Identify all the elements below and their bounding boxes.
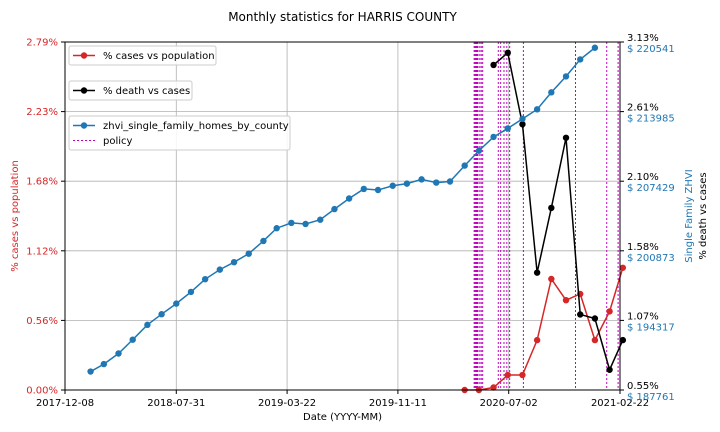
data-point (519, 371, 526, 379)
data-point (504, 371, 511, 379)
series-line (493, 51, 624, 372)
left-tick-label: 2.23% (26, 107, 58, 118)
data-point (331, 205, 338, 213)
data-point (100, 360, 108, 368)
data-point (562, 73, 570, 80)
data-point (216, 266, 224, 273)
death-axis-label: % death vs cases (698, 172, 709, 259)
data-point (533, 269, 541, 276)
death-axis-tick-label: 0.55% (627, 381, 659, 392)
zhvi-axis-tick-label: $ 207429 (627, 183, 675, 194)
data-point (389, 182, 396, 189)
left-tick-label: 2.79% (26, 38, 58, 49)
legend-label: % cases vs population (103, 51, 215, 62)
data-point (288, 219, 295, 227)
data-point (490, 384, 497, 391)
data-point (129, 336, 136, 343)
chart-title: Monthly statistics for HARRIS COUNTY (228, 10, 457, 24)
zhvi-axis-tick-label: $ 200873 (627, 253, 675, 264)
plot-frame (64, 41, 621, 391)
data-point (548, 89, 555, 96)
x-tick-label: 2017-12-08 (36, 398, 94, 409)
data-point (606, 308, 613, 315)
data-point (446, 178, 454, 185)
death-axis-tick-label: 1.58% (627, 242, 659, 253)
data-point (173, 300, 180, 307)
data-point (260, 237, 267, 245)
data-point (273, 225, 280, 232)
data-point (374, 186, 382, 194)
x-axis-label: Date (YYYY-MM) (303, 412, 382, 423)
legend-death (68, 80, 193, 101)
data-point (302, 220, 309, 228)
data-point (591, 315, 599, 322)
left-axis-label: % cases vs population (10, 160, 21, 272)
left-tick-label: 1.12% (26, 246, 58, 257)
data-point (245, 250, 252, 257)
legend-marker (80, 122, 88, 129)
data-point (230, 258, 238, 266)
data-point (461, 162, 468, 169)
data-point (591, 336, 599, 344)
zhvi-axis-tick-label: $ 187761 (627, 392, 675, 403)
legend-label: % death vs cases (103, 86, 190, 97)
death-axis-tick-label: 3.13% (627, 33, 659, 44)
data-point (519, 115, 526, 123)
data-point (619, 336, 627, 344)
data-point (533, 336, 541, 344)
death-axis-tick-label: 2.61% (627, 103, 659, 114)
data-point (490, 133, 497, 141)
data-point (606, 366, 613, 373)
data-point (187, 288, 195, 296)
data-point (490, 61, 497, 69)
data-point (562, 296, 570, 304)
legend-marker (80, 52, 88, 59)
left-tick-label: 1.68% (26, 177, 58, 188)
x-tick-label: 2020-07-02 (480, 398, 538, 409)
data-point (345, 195, 353, 202)
data-point (548, 204, 555, 212)
data-point (403, 180, 411, 187)
zhvi-axis-tick-label: $ 213985 (627, 114, 675, 125)
data-point (475, 147, 483, 154)
legend-label: policy (103, 136, 133, 147)
x-tick-label: 2019-11-11 (369, 398, 427, 409)
data-point (158, 311, 165, 318)
data-point (504, 125, 511, 132)
data-point (317, 216, 324, 223)
data-point (591, 44, 599, 51)
death-axis-tick-label: 2.10% (627, 172, 659, 183)
data-point (619, 264, 627, 271)
data-point (418, 176, 425, 183)
legend-label: zhvi_single_family_homes_by_county (103, 121, 289, 132)
legend-zhvi (68, 115, 291, 151)
x-tick-label: 2021-02-22 (591, 398, 649, 409)
data-point (87, 368, 94, 375)
data-point (548, 275, 555, 283)
data-point (519, 121, 526, 128)
death-axis-tick-label: 1.07% (627, 311, 659, 322)
data-point (115, 350, 122, 357)
left-tick-label: 0.56% (26, 316, 58, 327)
data-point (433, 179, 440, 186)
data-point (577, 56, 584, 63)
data-point (144, 321, 151, 329)
x-tick-label: 2019-03-22 (258, 398, 316, 409)
data-point (577, 311, 584, 318)
x-tick-label: 2018-07-31 (147, 398, 205, 409)
data-point (201, 275, 209, 283)
data-point (504, 49, 511, 56)
data-point (562, 134, 570, 141)
data-point (360, 185, 368, 193)
data-point (533, 106, 541, 113)
zhvi-axis-tick-label: $ 194317 (627, 322, 675, 333)
legend-cases (68, 45, 217, 66)
left-tick-label: 0.00% (26, 386, 58, 397)
series-line (464, 267, 624, 391)
legend-marker (80, 87, 88, 94)
zhvi-axis-tick-label: $ 220541 (627, 44, 675, 55)
zhvi-axis-label: Single Family ZHVI (684, 169, 695, 262)
